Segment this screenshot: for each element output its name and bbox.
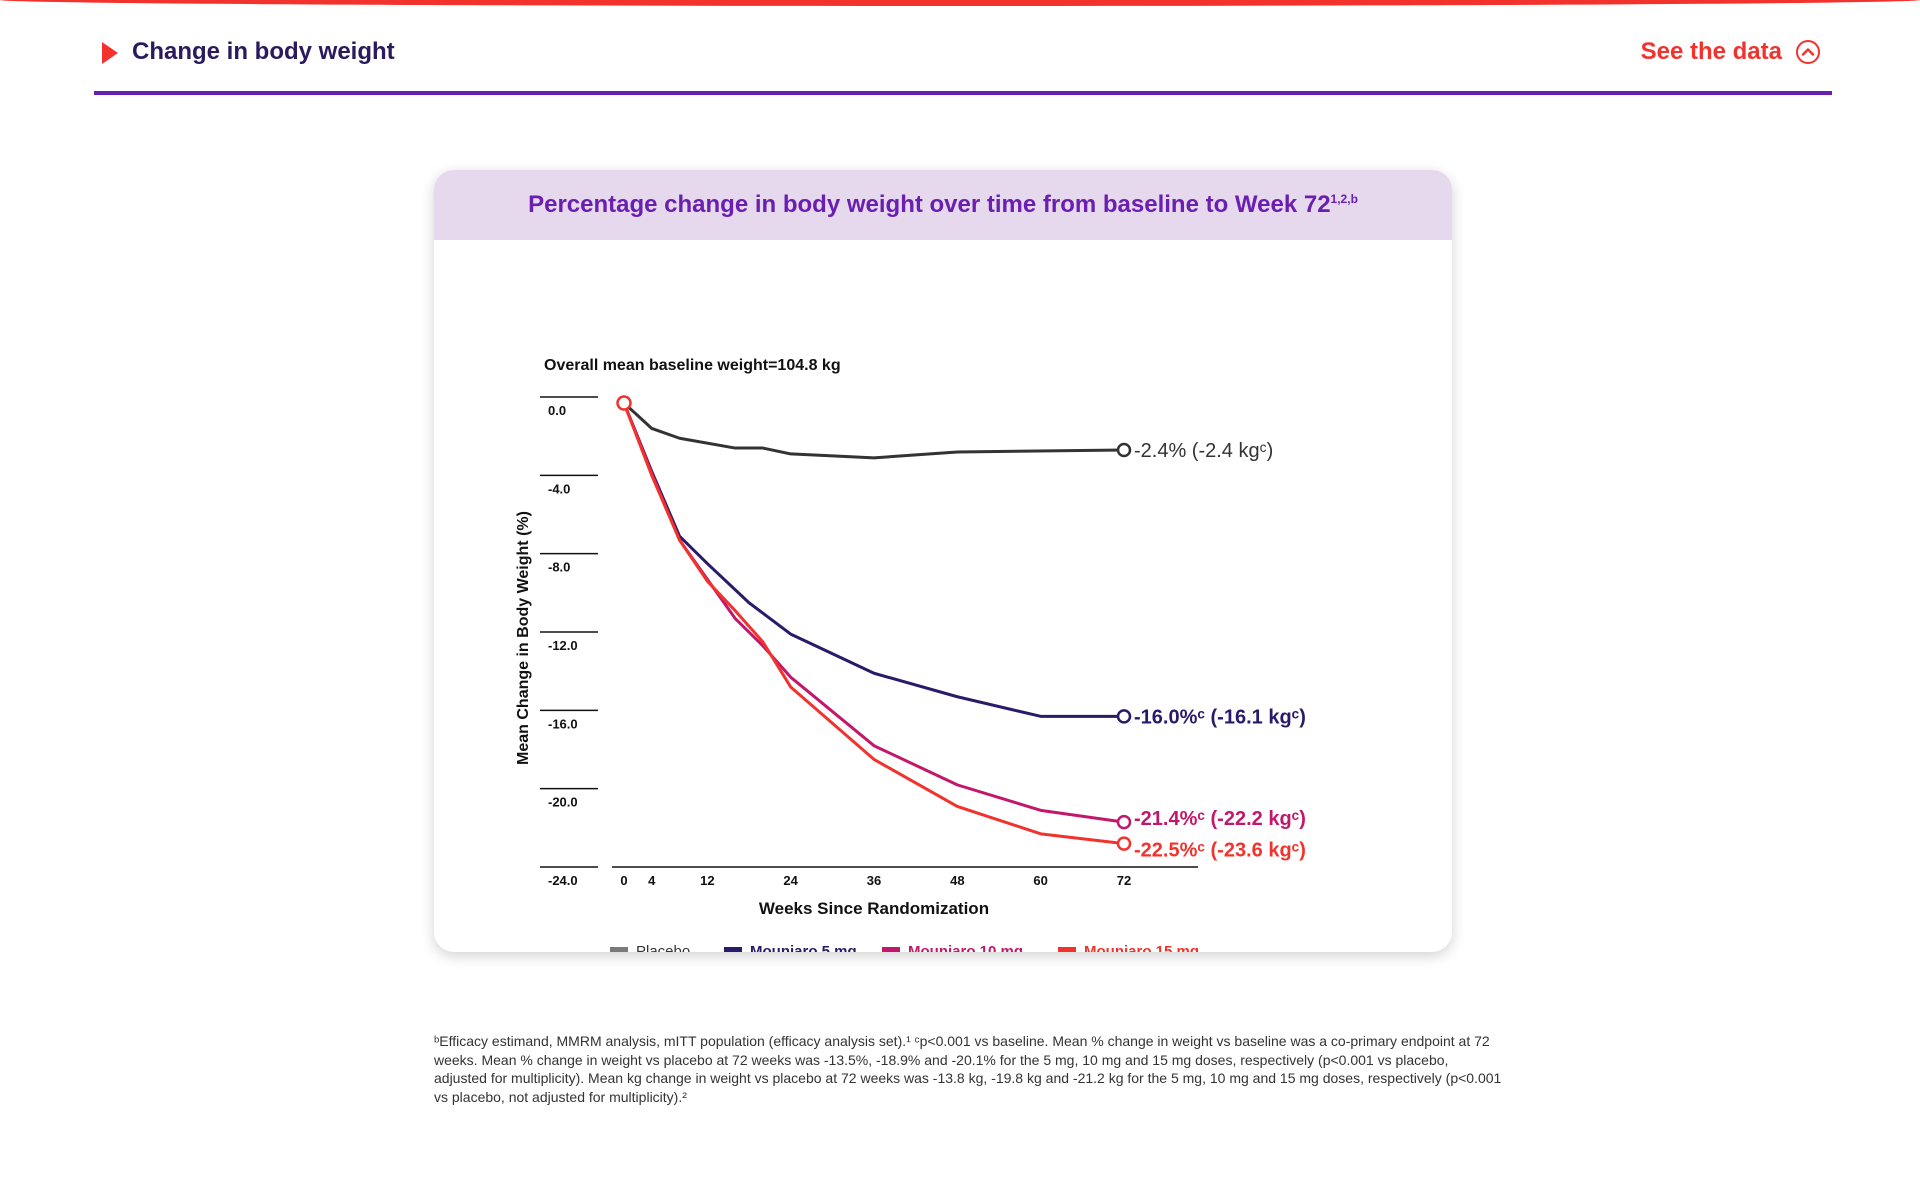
series-line-3 <box>622 402 1125 846</box>
chevron-up-icon <box>1796 40 1820 64</box>
section-header[interactable]: Change in body weight See the data <box>94 30 1832 94</box>
legend-swatch <box>882 947 900 952</box>
series-end-marker <box>1116 836 1132 851</box>
chart-title-superscript: 1,2,b <box>1330 192 1358 206</box>
series-line-0 <box>622 401 1125 460</box>
x-tick-label: 60 <box>1033 873 1047 888</box>
x-tick-label: 72 <box>1117 873 1131 888</box>
chart-card-header: Percentage change in body weight over ti… <box>434 170 1452 240</box>
x-axis-label: Weeks Since Randomization <box>759 899 989 918</box>
chart-card: Percentage change in body weight over ti… <box>434 170 1452 952</box>
legend-swatch <box>610 947 628 952</box>
series-end-label: -16.0%ᶜ (-16.1 kgᶜ) <box>1134 706 1306 728</box>
series-end-label: -21.4%ᶜ (-22.2 kgᶜ) <box>1134 808 1306 830</box>
legend-label: Placebo <box>636 943 690 952</box>
legend-label: Mounjaro 15 mg <box>1084 943 1199 952</box>
y-tick-label: -16.0 <box>548 716 578 731</box>
chart-title: Percentage change in body weight over ti… <box>528 191 1358 218</box>
y-tick-label: 0.0 <box>548 403 566 418</box>
chart-subtitle: Overall mean baseline weight=104.8 kg <box>544 357 841 374</box>
play-triangle-icon <box>102 42 118 64</box>
y-tick-label: -8.0 <box>548 560 570 575</box>
x-tick-label: 12 <box>700 873 714 888</box>
x-tick-label: 24 <box>783 873 798 888</box>
baseline-marker <box>616 395 632 411</box>
section-title: Change in body weight <box>132 38 395 65</box>
see-the-data-button[interactable]: See the data <box>1641 36 1820 68</box>
series-end-label: -22.5%ᶜ (-23.6 kgᶜ) <box>1134 840 1306 862</box>
legend-label: Mounjaro 5 mg <box>750 943 857 952</box>
legend-label: Mounjaro 10 mg <box>908 943 1023 952</box>
series-end-label: -2.4% (-2.4 kgᶜ) <box>1134 440 1273 462</box>
y-axis-label: Mean Change in Body Weight (%) <box>515 511 532 765</box>
series-end-marker <box>1116 709 1132 724</box>
y-tick-label: -24.0 <box>548 873 578 888</box>
x-tick-label: 0 <box>620 873 627 888</box>
x-tick-label: 36 <box>867 873 881 888</box>
footnote: ᵇEfficacy estimand, MMRM analysis, mITT … <box>434 1033 1502 1105</box>
x-tick-label: 4 <box>648 873 656 888</box>
header-divider <box>94 91 1832 95</box>
x-tick-label: 48 <box>950 873 964 888</box>
line-chart: Overall mean baseline weight=104.8 kg Mea… <box>515 357 1306 952</box>
y-tick-label: -12.0 <box>548 638 578 653</box>
top-accent-rule <box>0 0 1920 6</box>
y-tick-label: -4.0 <box>548 481 570 496</box>
y-tick-label: -20.0 <box>548 795 578 810</box>
legend-swatch <box>1058 947 1076 952</box>
series-end-marker <box>1116 814 1132 830</box>
legend-swatch <box>724 947 742 952</box>
see-the-data-label: See the data <box>1640 38 1782 65</box>
series-end-marker <box>1116 442 1132 458</box>
